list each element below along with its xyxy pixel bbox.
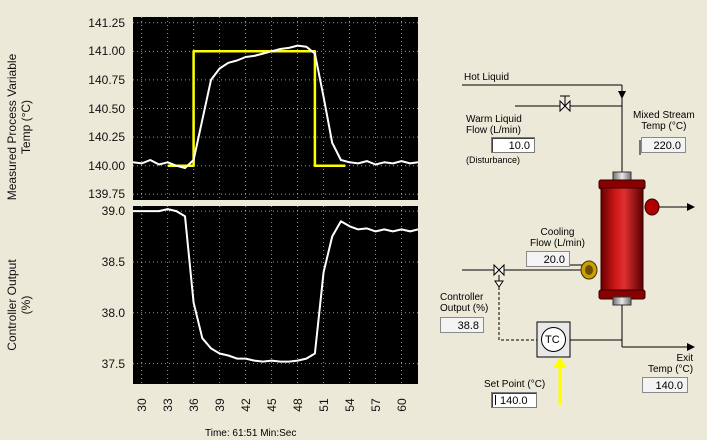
mixed-stream-label-line2: Temp (°C)	[641, 121, 687, 132]
top-grid	[133, 17, 418, 200]
mixed-stream-label: Mixed Stream Temp (°C)	[633, 110, 695, 132]
cooling-flow-label-line2: Flow (L/min)	[530, 238, 586, 249]
bottom-ytick-label: 38.0	[101, 305, 125, 320]
top-ytick-label: 140.50	[88, 101, 125, 116]
controller-output-label-line2: Output (%)	[440, 303, 489, 314]
disturbance-label: (Disturbance)	[466, 155, 521, 165]
warm-liquid-label: Warm Liquid Flow (L/min)	[466, 114, 522, 136]
top-ytick-label: 140.00	[88, 158, 125, 173]
mixed-stream-label-line1: Mixed Stream	[633, 110, 695, 121]
controller-output-label-line1: Controller	[440, 292, 484, 303]
top-ytick-label: 140.25	[88, 130, 125, 145]
bottom-ytick-label: 39.0	[101, 204, 125, 219]
cooling-flow-readout: 20.0	[526, 251, 570, 267]
exit-temp-readout: 140.0	[642, 377, 688, 393]
top-ytick-label: 141.25	[88, 15, 125, 30]
tc-label: TC	[545, 334, 560, 346]
top-ytick-label: 141.00	[88, 44, 125, 59]
text-cursor	[495, 395, 496, 405]
cooling-out-nozzle	[644, 198, 660, 216]
warm-liquid-flow-input[interactable]: 10.0	[491, 137, 535, 153]
cooling-in-nozzle-inner	[585, 265, 593, 275]
cooling-valve-icon[interactable]	[493, 263, 505, 277]
warm-liquid-label-line1: Warm Liquid	[466, 114, 522, 125]
hot-liquid-label: Hot Liquid	[464, 72, 510, 83]
tc-signal-line	[498, 287, 537, 341]
controller-output-label: Controller Output (%)	[440, 292, 488, 314]
tc-circle	[541, 327, 566, 352]
set-point-input[interactable]: 140.0	[491, 392, 537, 408]
cooling-flow-label-line1: Cooling	[540, 227, 575, 238]
heat-exchanger-vessel	[600, 187, 644, 294]
cooling-valve-actuator-icon	[494, 280, 504, 288]
warm-liquid-label-line2: Flow (L/min)	[466, 125, 522, 136]
bottom-ytick-label: 38.5	[101, 254, 125, 269]
top-plot-area	[133, 17, 418, 200]
measured-series-line	[132, 44, 419, 169]
time-readout: Time: 61:51 Min:Sec	[205, 428, 297, 439]
exit-temp-label: Exit Temp (°C)	[648, 353, 693, 375]
output-series-line	[133, 208, 419, 363]
setpoint-series-line	[167, 50, 346, 167]
set-point-label: Set Point (°C)	[484, 379, 546, 390]
controller-output-readout: 38.8	[440, 317, 484, 333]
exit-temp-label-line2: Temp (°C)	[648, 364, 694, 375]
bottom-plot-area	[133, 206, 418, 384]
mixed-stream-temp-readout: 220.0	[641, 137, 686, 153]
vessel-cap-bottom	[612, 296, 632, 306]
top-series-group	[132, 44, 419, 169]
setpoint-arrowhead	[553, 357, 567, 368]
top-ytick-label: 139.75	[88, 187, 125, 202]
bottom-series-group	[133, 208, 419, 363]
set-point-value: 140.0	[500, 395, 528, 407]
bottom-ytick-label: 37.5	[101, 356, 125, 371]
exit-temp-label-line1: Exit	[676, 353, 694, 364]
cooling-flow-label: Cooling Flow (L/min)	[530, 227, 585, 249]
top-ytick-label: 140.75	[88, 72, 125, 87]
